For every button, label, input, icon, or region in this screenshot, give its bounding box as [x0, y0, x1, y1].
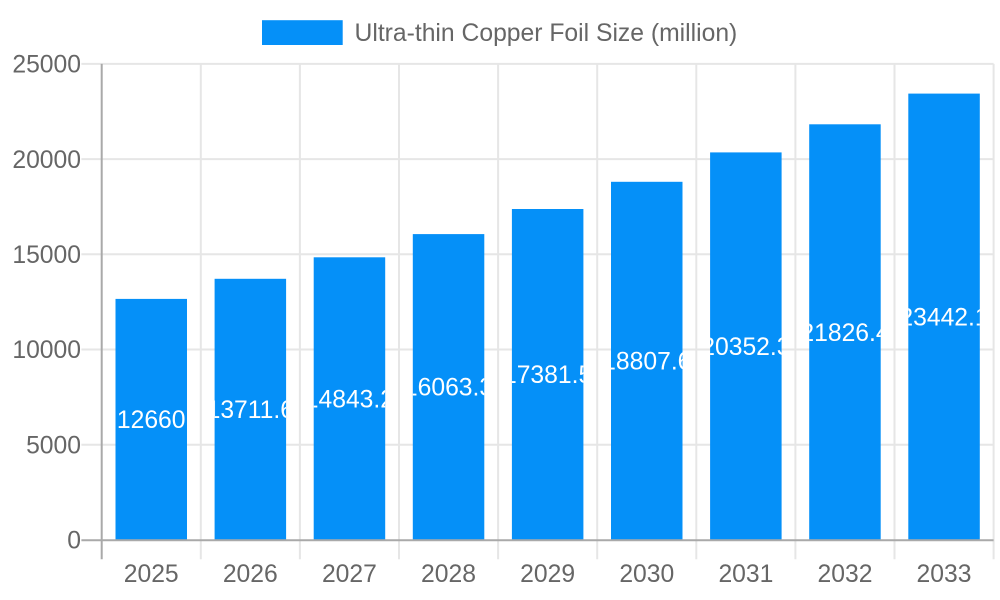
svg-text:12660: 12660	[117, 407, 186, 434]
svg-text:17381.5: 17381.5	[503, 362, 592, 389]
svg-text:2025: 2025	[124, 561, 179, 588]
svg-text:20352.3: 20352.3	[701, 334, 790, 361]
svg-text:5000: 5000	[26, 432, 81, 459]
svg-text:13711.6: 13711.6	[207, 397, 294, 424]
svg-text:2026: 2026	[223, 561, 278, 588]
svg-text:2030: 2030	[619, 561, 674, 588]
svg-text:2029: 2029	[520, 561, 575, 588]
svg-text:2028: 2028	[421, 561, 476, 588]
svg-text:16063.3: 16063.3	[404, 375, 493, 402]
svg-text:2032: 2032	[818, 561, 873, 588]
svg-text:15000: 15000	[12, 242, 81, 269]
svg-text:25000: 25000	[12, 52, 81, 79]
svg-text:Ultra-thin Copper Foil Size (m: Ultra-thin Copper Foil Size (million)	[355, 20, 738, 47]
svg-text:2027: 2027	[322, 561, 377, 588]
svg-text:2031: 2031	[718, 561, 773, 588]
svg-text:20000: 20000	[12, 147, 81, 174]
svg-text:2033: 2033	[917, 561, 972, 588]
svg-text:0: 0	[67, 528, 81, 555]
svg-text:21826.4: 21826.4	[800, 320, 889, 347]
svg-text:14843.2: 14843.2	[305, 386, 394, 413]
svg-text:23442.1: 23442.1	[899, 304, 988, 331]
svg-text:18807.6: 18807.6	[602, 349, 691, 376]
svg-text:10000: 10000	[12, 337, 81, 364]
